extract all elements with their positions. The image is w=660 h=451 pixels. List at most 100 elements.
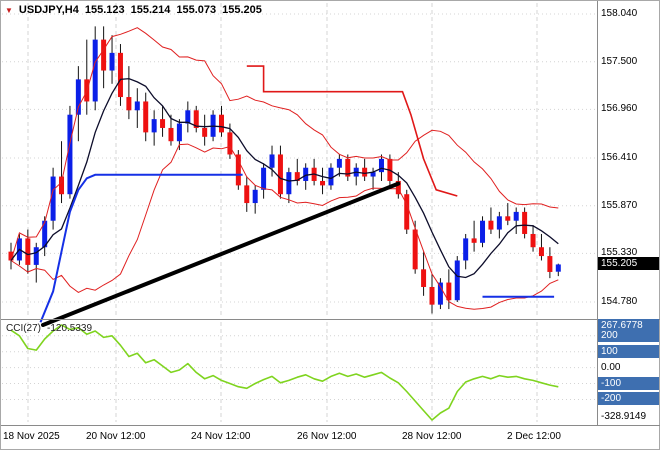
- time-axis-label: 28 Nov 12:00: [402, 431, 462, 442]
- candle-body: [126, 97, 132, 111]
- price-axis-label: 156.410: [601, 152, 638, 163]
- indicator-value: -120.5339: [47, 323, 93, 334]
- candle-body: [252, 189, 258, 204]
- ohlc-low: 155.073: [176, 4, 217, 16]
- candle-body: [303, 167, 309, 181]
- candle-body: [151, 119, 157, 133]
- moving-average-line: [10, 78, 559, 279]
- cci-line: [10, 324, 559, 421]
- candle-body: [75, 79, 81, 115]
- candle-body: [25, 238, 31, 265]
- candle-body: [555, 264, 561, 272]
- ohlc-high: 155.214: [130, 4, 171, 16]
- candle-body: [202, 127, 208, 137]
- candle-body: [219, 114, 224, 133]
- candle-body: [538, 247, 544, 257]
- candle-body: [446, 282, 452, 301]
- candle-body: [471, 238, 477, 243]
- candle-body: [454, 260, 460, 301]
- candle-body: [50, 176, 56, 221]
- candle-body: [67, 114, 73, 195]
- candle-body: [143, 101, 149, 133]
- price-axis-label: 157.500: [601, 55, 638, 67]
- candle-body: [176, 123, 182, 142]
- cci-level-label: 200: [598, 328, 659, 342]
- candle-body: [59, 176, 65, 195]
- time-axis-label: 2 Dec 12:00: [507, 431, 561, 442]
- chart-header: ▼ USDJPY,H4 155.123 155.214 155.073 155.…: [5, 4, 262, 16]
- blue-step-line: [39, 173, 243, 323]
- price-axis-label: 154.780: [601, 296, 638, 307]
- time-axis-label: 24 Nov 12:00: [191, 431, 251, 442]
- cci-level-label: 100: [598, 344, 659, 358]
- candle-body: [395, 180, 401, 195]
- candle-body: [404, 194, 410, 230]
- candle-body: [513, 211, 519, 221]
- candle-body: [437, 282, 443, 305]
- cci-level-label: 0.00: [601, 361, 621, 373]
- cci-level-label: -100: [598, 376, 659, 390]
- candle-body: [109, 52, 115, 71]
- candle-body: [522, 211, 528, 234]
- candle-body: [378, 158, 384, 173]
- candle-body: [412, 229, 418, 270]
- ohlc-open: 155.123: [84, 4, 125, 16]
- candle-body: [160, 119, 166, 128]
- cci-min-label: -328.9149: [601, 411, 647, 422]
- price-axis-label: 158.040: [601, 8, 638, 19]
- candle-body: [286, 172, 292, 195]
- candle-body: [33, 247, 39, 265]
- candle-body: [227, 132, 233, 155]
- candle-body: [294, 172, 300, 181]
- price-axis-label: 156.960: [601, 103, 638, 115]
- candle-body: [277, 154, 283, 195]
- indicator-name: CCI(27): [6, 323, 42, 334]
- candle-body: [505, 216, 511, 221]
- candle-body: [362, 167, 368, 177]
- candle-body: [320, 180, 326, 186]
- candle-body: [328, 167, 334, 186]
- cci-max-badge: 267.6778: [598, 319, 659, 332]
- time-axis-label: 26 Nov 12:00: [297, 431, 357, 442]
- price-axis-label: 155.330: [601, 247, 638, 259]
- candle-body: [244, 185, 250, 204]
- candle-body: [480, 220, 486, 243]
- candle-body: [336, 158, 342, 168]
- candle-body: [193, 110, 199, 128]
- candle-body: [185, 110, 191, 124]
- candle-body: [488, 220, 494, 230]
- indicator-label: CCI(27) -120.5339: [6, 323, 92, 334]
- candle-body: [42, 220, 48, 248]
- time-axis-label: 18 Nov 2025: [3, 431, 60, 442]
- candle-body: [530, 233, 536, 248]
- candle-body: [261, 167, 267, 190]
- candle-body: [345, 158, 351, 177]
- candle-body: [92, 39, 98, 102]
- candle-body: [8, 251, 14, 261]
- candle-body: [463, 238, 469, 261]
- lower-band-line: [10, 143, 559, 310]
- candle-body: [429, 286, 435, 305]
- candle-body: [235, 154, 241, 186]
- red-step-line: [246, 65, 458, 197]
- candle-body: [101, 39, 107, 71]
- candle-body: [370, 172, 376, 177]
- current-price-badge: 155.205: [598, 257, 659, 271]
- candle-body: [117, 52, 123, 98]
- upper-band-line: [10, 27, 559, 261]
- symbol-icon: ▼: [5, 5, 13, 15]
- cci-level-label: -200: [598, 392, 659, 406]
- candle-body: [134, 101, 140, 111]
- candle-body: [168, 127, 174, 142]
- candle-body: [421, 269, 427, 287]
- candle-body: [269, 154, 275, 168]
- price-axis-label: 155.870: [601, 199, 638, 211]
- trendline: [40, 181, 401, 327]
- candle-body: [547, 256, 553, 272]
- time-axis-label: 20 Nov 12:00: [86, 431, 146, 442]
- ohlc-close: 155.205: [222, 4, 262, 16]
- chart-symbol-label: USDJPY,H4: [18, 4, 79, 16]
- candle-body: [496, 216, 502, 230]
